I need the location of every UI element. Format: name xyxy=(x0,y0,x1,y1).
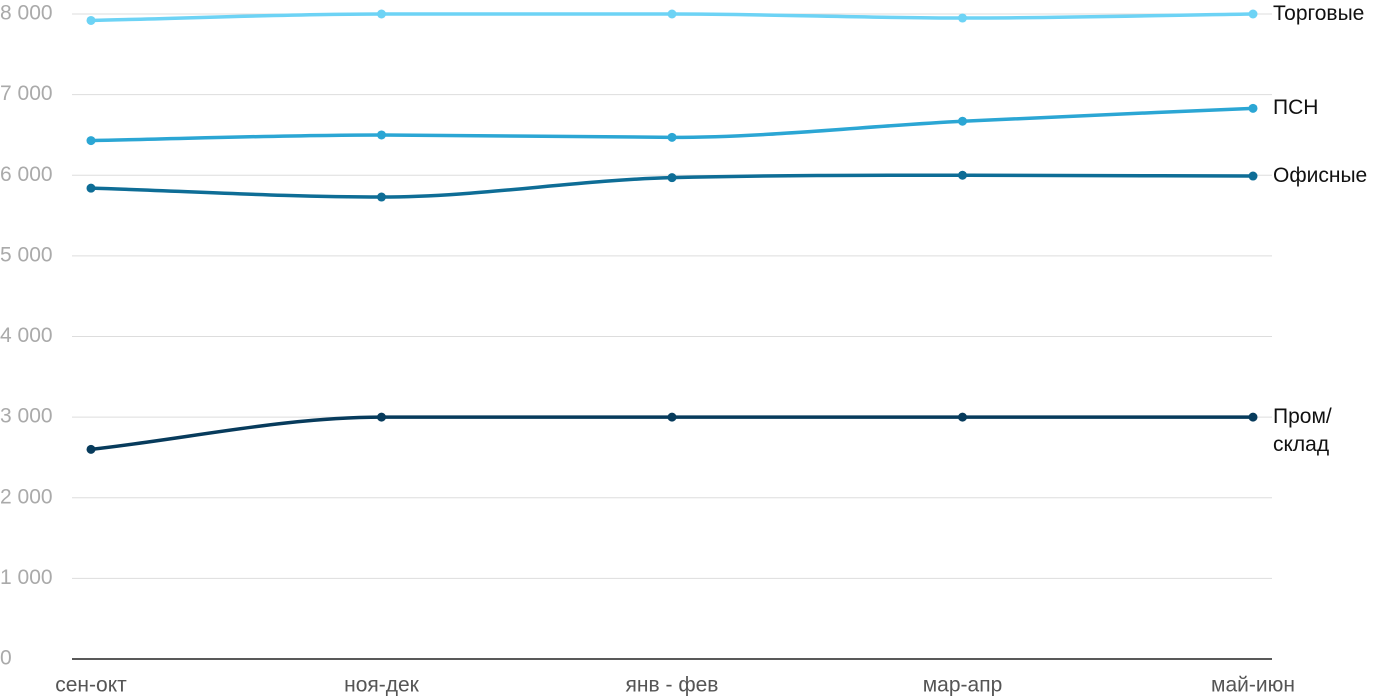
y-tick-label: 3 000 xyxy=(0,405,53,428)
y-tick-label: 8 000 xyxy=(0,2,53,25)
series-label: Офисные xyxy=(1273,164,1368,188)
y-tick-label: 4 000 xyxy=(0,324,53,347)
data-point xyxy=(1248,9,1258,19)
x-tick-label: мар-апр xyxy=(923,674,1003,697)
series-label: ПСН xyxy=(1273,96,1319,120)
data-point xyxy=(958,412,967,422)
data-point xyxy=(958,116,967,126)
x-tick-label: май-июн xyxy=(1211,674,1295,697)
data-point xyxy=(86,444,96,454)
data-point xyxy=(86,136,96,146)
data-point xyxy=(377,130,386,140)
y-tick-label: 1 000 xyxy=(0,566,53,589)
data-point xyxy=(667,173,677,183)
y-tick-label: 0 xyxy=(0,647,12,670)
data-point xyxy=(667,132,677,142)
y-tick-label: 6 000 xyxy=(0,163,53,186)
data-point xyxy=(377,192,386,202)
data-point xyxy=(377,9,386,19)
data-point xyxy=(86,183,96,193)
x-tick-label: янв - фев xyxy=(626,674,719,697)
x-tick-label: сен-окт xyxy=(55,674,127,697)
data-point xyxy=(86,15,96,25)
y-tick-label: 2 000 xyxy=(0,485,53,508)
y-tick-label: 5 000 xyxy=(0,243,53,266)
y-tick-label: 7 000 xyxy=(0,82,53,105)
data-point xyxy=(1248,412,1258,422)
data-point xyxy=(1248,171,1258,181)
data-point xyxy=(958,13,967,23)
data-point xyxy=(667,9,677,19)
x-tick-label: ноя-дек xyxy=(344,674,420,697)
data-point xyxy=(958,170,967,180)
data-point xyxy=(377,412,386,422)
series-label: Пром/ склад xyxy=(1273,405,1332,457)
series-label: Торговые xyxy=(1273,2,1365,25)
series-line xyxy=(90,415,1253,452)
data-point xyxy=(667,412,677,422)
data-point xyxy=(1248,103,1258,113)
